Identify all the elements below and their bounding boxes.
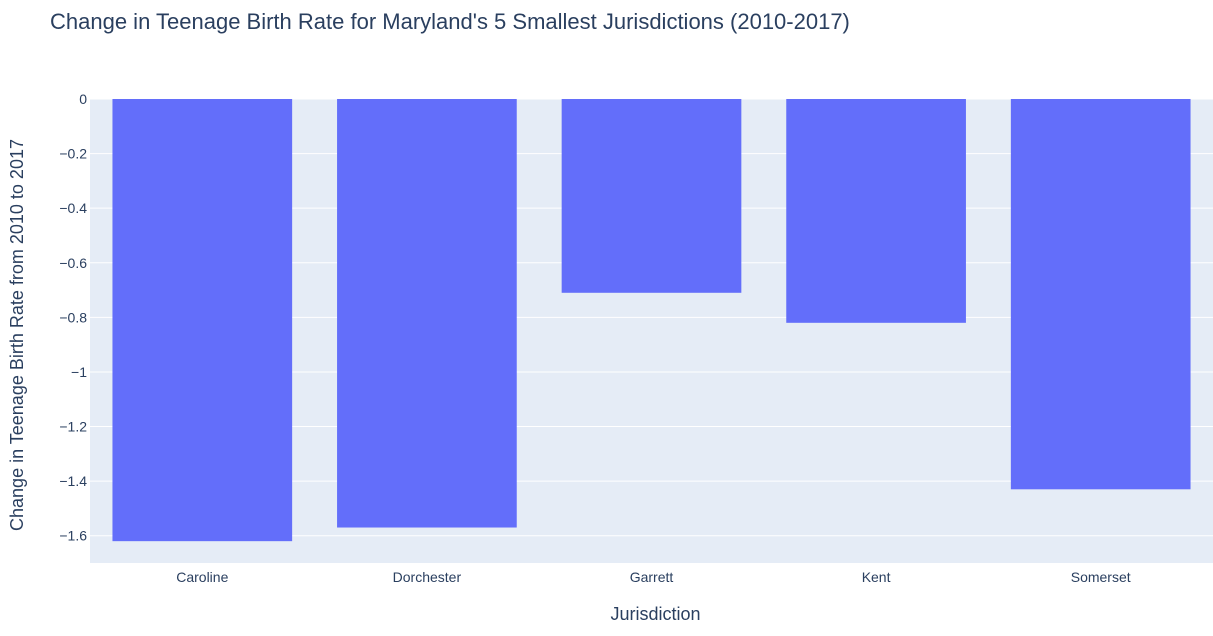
y-tick-label: −0.8 [59, 309, 87, 325]
y-tick-label: −1.2 [59, 419, 87, 435]
chart-title: Change in Teenage Birth Rate for Marylan… [50, 9, 850, 34]
y-tick-labels: 0 −0.2 −0.4 −0.6 −0.8 −1 −1.2 −1.4 −1.6 [59, 91, 87, 544]
y-tick-label: 0 [79, 91, 87, 107]
bar-somerset [1010, 99, 1191, 490]
x-tick-label: Somerset [1071, 569, 1131, 585]
x-tick-label: Kent [862, 569, 891, 585]
y-tick-label: −0.4 [59, 200, 87, 216]
y-axis-title: Change in Teenage Birth Rate from 2010 t… [7, 139, 27, 531]
y-tick-label: −1.4 [59, 473, 87, 489]
x-tick-label: Dorchester [393, 569, 462, 585]
bar-dorchester [337, 99, 517, 528]
bar-garrett [561, 99, 742, 293]
x-tick-labels: Caroline Dorchester Garrett Kent Somerset [176, 569, 1131, 585]
y-tick-label: −1.6 [59, 528, 87, 544]
x-tick-label: Caroline [176, 569, 228, 585]
x-axis-title: Jurisdiction [610, 604, 700, 624]
x-tick-label: Garrett [630, 569, 674, 585]
y-tick-label: −0.2 [59, 146, 87, 162]
bars [112, 99, 1191, 542]
bar-caroline [112, 99, 293, 542]
y-tick-label: −0.6 [59, 255, 87, 271]
y-tick-label: −1 [71, 364, 87, 380]
bar-kent [786, 99, 966, 323]
